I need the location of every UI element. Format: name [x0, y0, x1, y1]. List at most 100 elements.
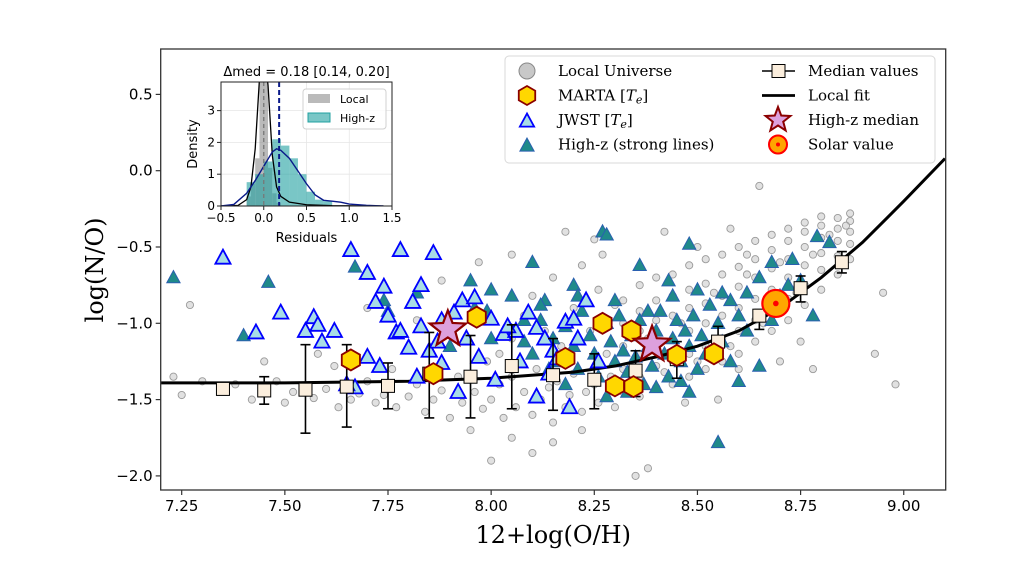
high-z-strong-lines-point — [632, 257, 648, 272]
high-z-strong-lines-point — [805, 307, 821, 322]
local-universe-point — [751, 337, 760, 346]
local-universe-point — [602, 349, 611, 358]
high-z-strong-lines-point — [236, 327, 252, 342]
high-z-median-star — [631, 322, 674, 363]
marta-te-point — [466, 305, 487, 329]
high-z-strong-lines-point — [644, 357, 660, 372]
local-universe-point — [685, 261, 694, 270]
inset-local-kde-curve — [221, 82, 384, 206]
local-universe-point — [846, 239, 855, 248]
inset-high-z-bar — [280, 145, 290, 206]
y-tick-label: −2.0 — [116, 467, 152, 485]
local-universe-point — [577, 426, 586, 435]
local-universe-point — [841, 221, 851, 230]
local-universe-point — [718, 311, 727, 320]
high-z-strong-lines-point — [710, 434, 726, 449]
high-z-strong-lines-point — [751, 269, 767, 284]
local-universe-point — [520, 387, 529, 397]
high-z-strong-lines-point — [347, 258, 363, 273]
legend-solar-dot — [776, 142, 780, 147]
high-z-strong-lines-point — [764, 254, 780, 269]
local-universe-point — [734, 262, 743, 271]
local-universe-point — [631, 471, 640, 480]
x-tick-label: 7.25 — [165, 497, 198, 515]
local-universe-point — [577, 407, 586, 416]
inset-high-z-bar — [297, 174, 307, 206]
high-z-strong-lines-point — [615, 342, 631, 357]
high-z-strong-lines-point — [648, 379, 664, 394]
jwst-te-point — [465, 287, 484, 305]
high-z-strong-lines-point — [764, 312, 780, 326]
median-value-marker — [546, 368, 561, 383]
jwst-te-point — [519, 302, 538, 320]
local-universe-point — [808, 365, 818, 374]
jwst-te-point — [403, 292, 422, 309]
inset-high-z-bar — [323, 201, 333, 206]
jwst-te-point — [411, 316, 431, 334]
marta-te-point — [340, 348, 361, 372]
local-universe-point — [185, 300, 195, 310]
local-universe-point — [742, 250, 752, 259]
legend-te-subscript: e — [636, 94, 643, 107]
high-z-strong-lines-point — [694, 327, 710, 342]
inset-legend-local-label: Local — [340, 93, 369, 106]
local-universe-point — [775, 258, 785, 267]
median-value-marker — [381, 378, 395, 393]
local-universe-point — [734, 365, 743, 374]
high-z-strong-lines-point — [607, 292, 623, 307]
high-z-strong-lines-point — [483, 281, 499, 296]
marta-te-point — [423, 362, 444, 386]
local-universe-point — [260, 357, 269, 366]
plot-frame — [160, 48, 947, 491]
inset-legend-high-z-label: High-z — [340, 112, 375, 125]
inset-legend: Local High-z — [302, 88, 387, 130]
high-z-strong-lines-point — [524, 254, 540, 269]
local-universe-point — [169, 372, 178, 381]
high-z-strong-lines-point — [722, 353, 738, 368]
median-value-marker — [298, 382, 313, 397]
local-universe-point — [643, 464, 652, 473]
high-z-strong-lines-point — [599, 226, 615, 241]
jwst-te-point — [246, 322, 266, 340]
local-universe-point — [548, 438, 558, 447]
legend-median-icon — [771, 64, 786, 78]
local-universe-point — [767, 246, 776, 255]
local-universe-point — [833, 213, 842, 223]
high-z-strong-lines-point — [784, 251, 800, 265]
local-universe-point — [590, 235, 599, 244]
local-universe-point — [755, 181, 764, 191]
median-value-marker — [339, 379, 354, 394]
jwst-te-point — [370, 356, 389, 373]
inset-legend-local-swatch — [308, 94, 330, 103]
marta-te-point — [623, 375, 644, 399]
local-universe-point — [817, 221, 826, 230]
local-universe-point — [800, 242, 809, 252]
jwst-te-point — [457, 328, 476, 346]
local-universe-point — [487, 456, 496, 465]
high-z-strong-lines-point — [739, 284, 755, 299]
legend-strong-lines-label: High-z (strong lines) — [558, 136, 714, 154]
jwst-te-point — [482, 308, 501, 326]
local-universe-point — [652, 296, 661, 305]
local-universe-point — [742, 270, 752, 279]
inset-high-z-kde-curve — [221, 147, 384, 206]
legend-box — [504, 55, 936, 164]
local-universe-point — [833, 270, 842, 279]
legend-bracket: ] — [642, 87, 648, 105]
local-universe-point — [322, 384, 331, 393]
jwst-te-point — [271, 302, 290, 320]
local-universe-point — [610, 403, 619, 412]
y-tick-label: −1.0 — [116, 314, 152, 332]
local-universe-point — [548, 418, 558, 427]
local-universe-point — [330, 361, 339, 371]
local-universe-point — [879, 288, 888, 297]
inset-high-z-bar — [272, 139, 281, 206]
inset-histogram: −0.5 0.0 0.5 1.0 1.5 0 1 2 3 Δmed = 0.18 [0.14, 0… — [186, 65, 402, 246]
inset-x-tick-label: 1.5 — [382, 211, 401, 225]
high-z-strong-lines-point — [669, 312, 685, 326]
median-value-marker — [793, 281, 808, 296]
local-universe-point — [458, 398, 467, 407]
jwst-te-point — [358, 263, 377, 280]
local-universe-point — [429, 395, 438, 404]
